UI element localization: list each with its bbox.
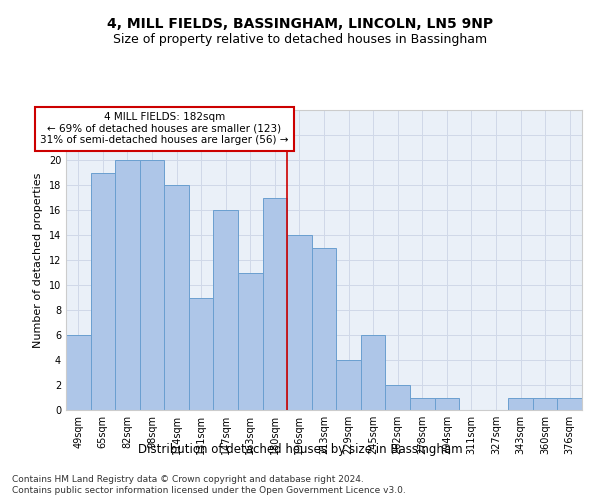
Text: Distribution of detached houses by size in Bassingham: Distribution of detached houses by size … [137, 442, 463, 456]
Bar [385, 385, 410, 410]
Bar [238, 272, 263, 410]
Text: Contains HM Land Registry data © Crown copyright and database right 2024.: Contains HM Land Registry data © Crown c… [12, 475, 364, 484]
Bar [312, 248, 336, 410]
Bar [164, 185, 189, 410]
Bar [115, 160, 140, 410]
Bar [214, 210, 238, 410]
Bar [557, 398, 582, 410]
Text: Contains public sector information licensed under the Open Government Licence v3: Contains public sector information licen… [12, 486, 406, 495]
Bar [533, 398, 557, 410]
Text: 4 MILL FIELDS: 182sqm
← 69% of detached houses are smaller (123)
31% of semi-det: 4 MILL FIELDS: 182sqm ← 69% of detached … [40, 112, 289, 146]
Bar [434, 398, 459, 410]
Bar [189, 298, 214, 410]
Bar [410, 398, 434, 410]
Text: Size of property relative to detached houses in Bassingham: Size of property relative to detached ho… [113, 32, 487, 46]
Bar [287, 235, 312, 410]
Bar [66, 335, 91, 410]
Y-axis label: Number of detached properties: Number of detached properties [33, 172, 43, 348]
Bar [263, 198, 287, 410]
Bar [336, 360, 361, 410]
Bar [140, 160, 164, 410]
Text: 4, MILL FIELDS, BASSINGHAM, LINCOLN, LN5 9NP: 4, MILL FIELDS, BASSINGHAM, LINCOLN, LN5… [107, 18, 493, 32]
Bar [91, 172, 115, 410]
Bar [361, 335, 385, 410]
Bar [508, 398, 533, 410]
